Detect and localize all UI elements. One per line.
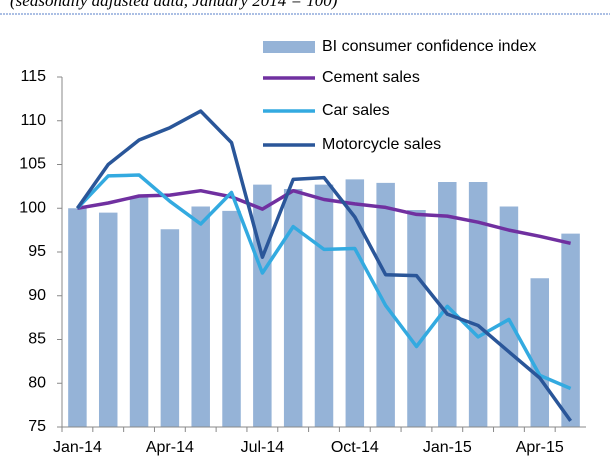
bar <box>129 196 149 427</box>
x-tick-label: Jul-14 <box>241 439 285 456</box>
y-tick-label: 100 <box>19 199 46 216</box>
line-series <box>75 109 573 422</box>
line-series <box>77 188 571 246</box>
bar <box>283 189 303 427</box>
bar <box>468 182 488 427</box>
x-tick-label: Oct-14 <box>331 439 379 456</box>
x-tick-label: Apr-14 <box>146 439 194 456</box>
legend-label: Cement sales <box>322 69 420 86</box>
bar <box>191 206 210 427</box>
y-tick-label: 80 <box>28 374 46 391</box>
bar <box>407 210 426 427</box>
y-tick-label: 90 <box>28 287 46 304</box>
bar <box>68 208 87 427</box>
bar <box>160 229 180 427</box>
legend-label: Car sales <box>322 102 390 119</box>
bar <box>98 212 118 427</box>
y-tick-label: 115 <box>20 68 46 85</box>
legend-label: Motorcycle sales <box>322 136 441 153</box>
y-tick-label: 110 <box>20 112 46 129</box>
y-tick-label: 95 <box>28 243 46 260</box>
legend-label: BI consumer confidence index <box>322 38 536 55</box>
y-tick-label: 75 <box>28 418 46 435</box>
x-tick-label: Apr-15 <box>516 439 564 456</box>
bar <box>438 182 457 427</box>
bar <box>222 210 241 427</box>
chart-subtitle: (seasonally adjusted data, January 2014 … <box>10 0 338 10</box>
line-series <box>76 173 572 391</box>
x-tick-label: Jan-14 <box>53 439 102 456</box>
bar <box>314 184 334 427</box>
bar <box>345 179 365 427</box>
y-tick-label: 105 <box>19 156 46 173</box>
bar <box>530 278 550 427</box>
y-tick-label: 85 <box>28 331 46 348</box>
bar <box>253 184 272 427</box>
x-tick-label: Jan-15 <box>423 439 472 456</box>
bar <box>499 206 519 427</box>
bar <box>561 233 580 427</box>
legend-swatch <box>263 41 315 53</box>
